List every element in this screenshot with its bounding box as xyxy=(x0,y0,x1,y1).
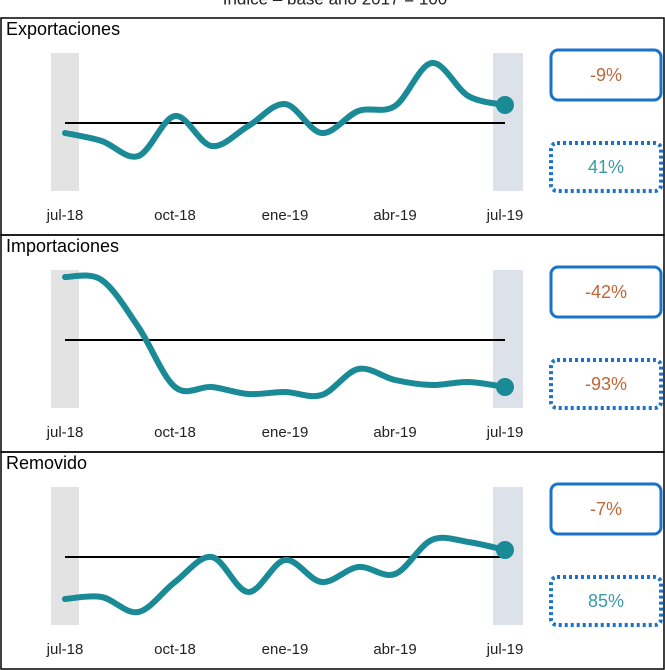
change-box xyxy=(549,48,663,102)
change-box xyxy=(549,265,663,319)
panel-title: Removido xyxy=(6,453,87,473)
x-tick-label: oct-18 xyxy=(154,207,196,224)
change-label: -7% xyxy=(590,499,622,519)
panel-title: Exportaciones xyxy=(6,19,120,39)
x-tick-label: oct-18 xyxy=(154,641,196,658)
change-label: 85% xyxy=(588,591,624,611)
x-tick-label: oct-18 xyxy=(154,424,196,441)
last-point xyxy=(496,378,514,396)
x-tick-label: abr-19 xyxy=(373,424,416,441)
x-tick-label: jul-18 xyxy=(46,424,84,441)
x-tick-label: abr-19 xyxy=(373,641,416,658)
change-box xyxy=(549,482,663,536)
x-tick-label: jul-19 xyxy=(486,424,524,441)
series-line xyxy=(62,272,508,400)
panel-border xyxy=(0,451,665,670)
x-tick-label: jul-19 xyxy=(486,207,524,224)
panel-title: Importaciones xyxy=(6,236,119,256)
change-label: -9% xyxy=(590,65,622,85)
x-tick-label: ene-19 xyxy=(262,641,309,658)
change-box-dotted xyxy=(549,141,663,193)
x-tick-label: abr-19 xyxy=(373,207,416,224)
x-tick-label: jul-19 xyxy=(486,641,524,658)
change-label: -93% xyxy=(585,374,627,394)
last-point xyxy=(496,96,514,114)
change-box-dotted xyxy=(549,358,663,410)
x-tick-label: jul-18 xyxy=(46,207,84,224)
x-tick-label: jul-18 xyxy=(46,641,84,658)
series-line xyxy=(62,60,508,160)
x-tick-label: ene-19 xyxy=(262,207,309,224)
change-label: -42% xyxy=(585,282,627,302)
series-line xyxy=(62,534,508,616)
header: Índice – base año 2017 = 100 xyxy=(223,0,448,8)
x-tick-label: ene-19 xyxy=(262,424,309,441)
change-label: 41% xyxy=(588,157,624,177)
change-box-dotted xyxy=(549,575,663,627)
last-point xyxy=(496,541,514,559)
